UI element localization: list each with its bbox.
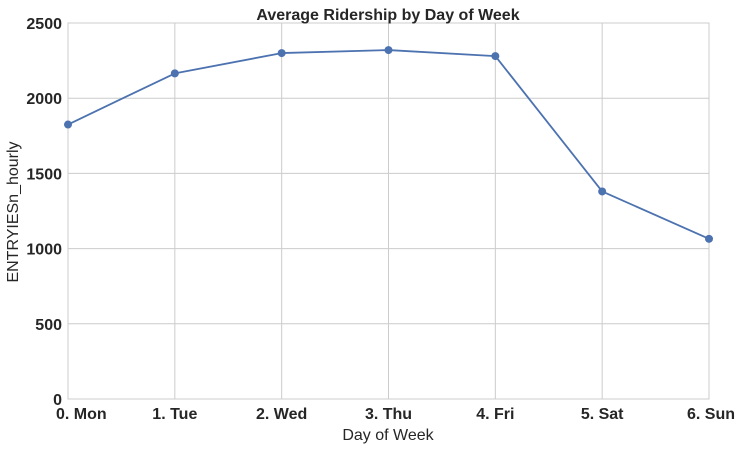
series-layer — [64, 46, 713, 243]
y-axis-ticks: 0 500 1000 1500 2000 2500 — [26, 16, 62, 409]
y-tick-label: 2500 — [26, 16, 62, 33]
plot-area-frame — [67, 22, 710, 400]
y-tick-label: 1000 — [26, 242, 62, 259]
data-point — [64, 120, 72, 129]
data-point — [705, 234, 713, 243]
x-tick-label: 6. Sun — [687, 406, 735, 423]
data-point — [277, 49, 286, 58]
x-tick-label: 1. Tue — [152, 406, 197, 423]
data-point — [598, 187, 607, 196]
y-tick-label: 0 — [53, 392, 62, 409]
y-axis-label: ENTRYIESn_hourly — [5, 141, 22, 282]
y-tick-label: 500 — [35, 317, 62, 334]
data-point — [384, 46, 393, 55]
y-tick-label: 2000 — [26, 91, 62, 108]
data-point — [170, 69, 179, 78]
x-tick-label: 3. Thu — [365, 406, 412, 423]
x-tick-label: 5. Sat — [581, 406, 624, 423]
chart-title: Average Ridership by Day of Week — [256, 7, 519, 24]
y-tick-label: 1500 — [26, 166, 62, 183]
x-tick-label: 4. Fri — [476, 406, 514, 423]
x-tick-label: 2. Wed — [256, 406, 307, 423]
x-axis-label: Day of Week — [342, 427, 434, 444]
x-axis-ticks: 0. Mon 1. Tue 2. Wed 3. Thu 4. Fri 5. Sat 6. S… — [56, 406, 735, 423]
data-point — [491, 52, 500, 61]
x-tick-label: 0. Mon — [56, 406, 107, 423]
